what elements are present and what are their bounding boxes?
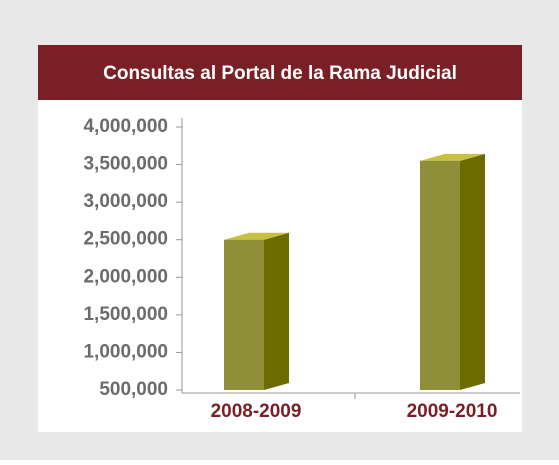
y-tick-label: 3,000,000 — [83, 191, 168, 212]
bar-side — [264, 232, 289, 390]
x-tick-label: 2008-2009 — [211, 401, 302, 422]
y-tick-label: 1,000,000 — [83, 341, 168, 362]
y-tick-label: 1,500,000 — [83, 304, 168, 325]
x-tick-label: 2009-2010 — [407, 401, 498, 422]
y-tick-label: 2,000,000 — [83, 266, 168, 287]
title-banner — [38, 45, 522, 100]
chart-title: Consultas al Portal de la Rama Judicial — [103, 63, 457, 84]
y-tick-label: 3,500,000 — [83, 154, 168, 175]
bar — [224, 239, 264, 390]
y-tick-label: 4,000,000 — [83, 116, 168, 137]
y-tick-label: 500,000 — [99, 379, 168, 400]
bar — [420, 160, 460, 390]
bar-top — [224, 232, 289, 240]
bar-side — [460, 153, 485, 390]
bar-top — [420, 153, 485, 161]
y-tick-label: 2,500,000 — [83, 229, 168, 250]
